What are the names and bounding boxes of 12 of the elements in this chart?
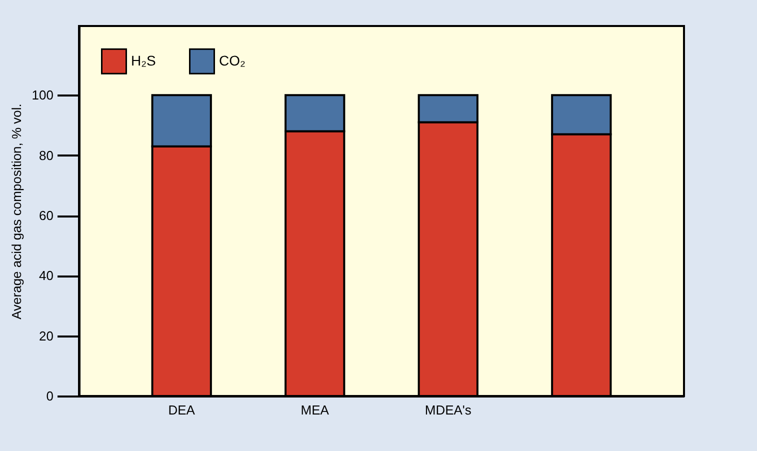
y-tick-label: 20 xyxy=(39,328,54,344)
y-tick-label: 80 xyxy=(39,148,54,163)
x-tick-label: DEA xyxy=(168,402,196,418)
y-tick-label: 0 xyxy=(46,388,54,404)
x-tick-label: MDEA's xyxy=(424,402,472,418)
y-tick-label: 60 xyxy=(39,208,54,224)
x-tick-label: MEA xyxy=(300,402,330,418)
y-tick-label: 100 xyxy=(32,88,54,103)
legend-label: H₂S xyxy=(131,52,156,68)
y-axis-title: Average acid gas composition, % vol. xyxy=(8,104,24,320)
legend-label: CO₂ xyxy=(219,52,246,68)
y-tick-label: 40 xyxy=(39,268,54,284)
